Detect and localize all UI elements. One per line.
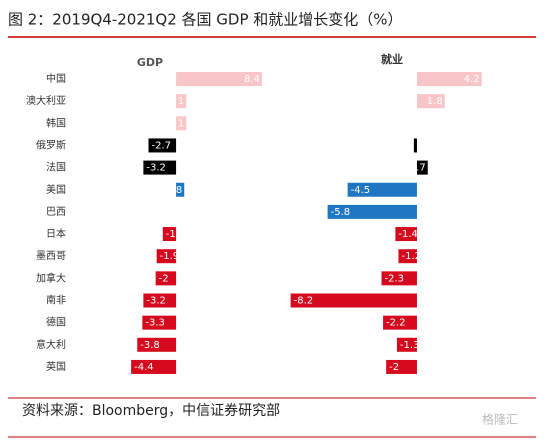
panel-title: 就业 [381,52,403,66]
bar [156,249,177,264]
data-label: -0.2 [417,140,437,151]
bar [155,271,177,286]
bar [413,138,417,153]
bar [176,116,187,131]
category-label: 俄罗斯 [36,138,66,151]
bar [327,204,417,219]
data-label: -3.3 [145,318,165,329]
data-label: 0.8 [166,185,182,196]
category-label: 日本 [46,227,66,240]
source: 资料来源：Bloomberg，中信证券研究部 [22,403,280,419]
data-label: -2.3 [385,273,405,284]
bar [148,138,177,153]
data-label: -2.7 [151,140,171,151]
watermark: 格隆汇 [482,412,518,427]
category-label: 法国 [46,161,66,174]
category-label: 德国 [46,316,66,329]
data-label: -3.2 [146,296,166,307]
bar [143,293,177,308]
bar [162,227,177,242]
bar [398,249,417,264]
data-label: -2 [389,362,399,373]
category-label: 巴西 [46,206,66,218]
category-label: 澳大利亚 [26,94,66,107]
data-label: -8.2 [294,296,314,307]
data-label: -4.4 [134,362,154,373]
data-label: -4.5 [351,185,371,196]
bar [176,72,262,86]
bar [396,337,417,352]
category-label: 韩国 [46,116,66,129]
data-label: -3.2 [146,163,166,174]
bar [416,72,482,86]
bar [416,94,445,109]
category-label: 美国 [46,183,66,196]
category-label: 加拿大 [36,271,66,284]
data-label: 4.2 [464,74,480,85]
data-label: -1.9 [160,251,180,262]
data-label: -1.3 [166,229,186,240]
bar [395,227,417,242]
bar [416,160,428,175]
bar [381,271,417,286]
bar [290,293,417,308]
bar [143,160,177,175]
data-label: -2.2 [386,318,406,329]
page-title: 图 2：2019Q4-2021Q2 各国 GDP 和就业增长变化（%） [8,11,403,29]
category-label: 南非 [46,294,66,307]
bar [137,337,177,352]
category-label: 英国 [46,360,66,373]
bar [383,315,417,330]
data-label: -3.8 [140,340,160,351]
panel-title: GDP [137,56,163,69]
bar [176,94,187,109]
data-label: -1.2 [401,251,421,262]
bar [142,315,177,330]
data-label: 1 [178,96,184,107]
bar [176,182,185,197]
data-label: 1 [178,118,184,129]
category-label: 意大利 [36,338,66,351]
category-label: 墨西哥 [36,250,66,262]
bar [386,359,417,374]
data-label: 8.4 [244,74,260,85]
bar [347,182,417,197]
data-label: 1.8 [427,96,443,107]
data-label: -2 [159,273,169,284]
data-label: -5.8 [331,207,351,218]
data-label: -1.4 [398,229,418,240]
bar [131,359,177,374]
category-label: 中国 [46,72,66,85]
data-label: 0.7 [410,163,426,174]
data-label: -1.3 [400,340,420,351]
